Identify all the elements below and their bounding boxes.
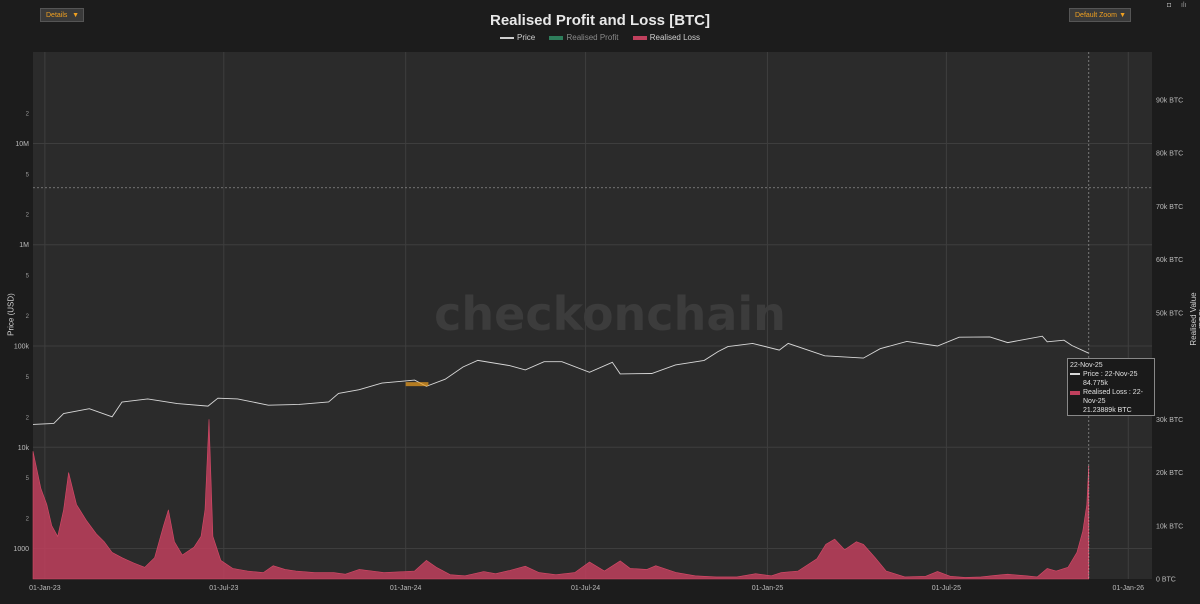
y-left-minor-tick-label: 2	[26, 213, 30, 219]
y-left-tick-label: 10k	[18, 445, 30, 452]
hover-tooltip: 22-Nov-25 Price : 22-Nov-25 84.775k Real…	[1067, 358, 1155, 416]
y-left-tick-label: 10M	[15, 141, 29, 148]
tooltip-loss-row: Realised Loss : 22-Nov-25 21.23889k BTC	[1070, 388, 1152, 415]
chart-marks	[33, 52, 1152, 579]
x-tick-label: 01-Jul-25	[932, 585, 961, 592]
zoom-label: Default Zoom	[1075, 12, 1118, 19]
legend-label-realised-loss: Realised Loss	[649, 33, 700, 42]
y-left-tick-label: 1M	[19, 242, 29, 249]
y-left-minor-tick-label: 2	[26, 314, 30, 320]
legend: Price Realised Profit Realised Loss	[0, 33, 1200, 42]
price-series	[32, 335, 1089, 425]
y-left-minor-tick-label: 5	[26, 274, 30, 280]
tooltip-price-swatch	[1070, 373, 1080, 375]
chevron-down-icon: ▼	[1119, 12, 1126, 19]
left-axis-ticks: 1000 10k 100k 1M 10M 2 5 2 5 2 5 2 5 2	[13, 111, 29, 553]
y-left-minor-tick-label: 2	[26, 415, 30, 421]
tooltip-loss-swatch	[1070, 391, 1080, 395]
chart-title: Realised Profit and Loss [BTC]	[489, 12, 711, 29]
right-axis-ticks: 0 BTC 10k BTC 20k BTC 30k BTC 50k BTC 60k BTC…	[1156, 97, 1183, 583]
y-axis-right-label: Realised Value (BTC)	[1189, 292, 1200, 346]
y-right-tick-label: 10k BTC	[1156, 523, 1183, 530]
tooltip-loss-text: Realised Loss : 22-Nov-25 21.23889k BTC	[1083, 388, 1152, 415]
price-line	[32, 335, 1089, 425]
legend-swatch-realised-loss	[632, 35, 647, 40]
y-right-tick-label: 80k BTC	[1156, 151, 1183, 158]
y-right-tick-label: 20k BTC	[1156, 470, 1183, 477]
x-tick-label: 01-Jul-24	[571, 585, 600, 592]
legend-label-price: Price	[517, 33, 536, 42]
x-tick-label: 01-Jan-26	[1113, 585, 1145, 592]
legend-label-realised-profit: Realised Profit	[566, 33, 619, 42]
realised-loss-area	[32, 419, 1089, 580]
tooltip-price-row: Price : 22-Nov-25 84.775k	[1070, 370, 1152, 388]
legend-swatch-price	[500, 36, 514, 39]
y-right-tick-label: 50k BTC	[1156, 310, 1183, 317]
tooltip-loss-line: Realised Loss : 22-Nov-25	[1083, 389, 1143, 405]
tooltip-price-line: Price : 22-Nov-25	[1083, 371, 1138, 378]
details-label: Details	[46, 12, 68, 19]
plot-area	[33, 52, 1152, 579]
x-tick-label: 01-Jan-23	[29, 585, 61, 592]
y-left-tick-label: 100k	[14, 343, 30, 350]
details-dropdown[interactable]: Details ▼	[40, 8, 84, 22]
grid-lines	[33, 52, 1152, 579]
tooltip-date: 22-Nov-25	[1070, 362, 1103, 369]
y-right-tick-label: 70k BTC	[1156, 204, 1183, 211]
chevron-down-icon: ▼	[72, 12, 79, 19]
realised-loss-series	[32, 419, 1089, 580]
bars-icon[interactable]: ılı	[1181, 2, 1187, 9]
tooltip-loss-value: 21.23889k BTC	[1083, 407, 1132, 414]
y-right-tick-label: 90k BTC	[1156, 97, 1183, 104]
x-tick-label: 01-Jul-23	[209, 585, 238, 592]
x-tick-label: 01-Jan-25	[752, 585, 784, 592]
legend-swatch-realised-profit	[549, 35, 564, 40]
watermark: checkonchain	[434, 287, 786, 341]
y-left-minor-tick-label: 2	[26, 517, 30, 523]
y-left-minor-tick-label: 5	[26, 476, 30, 482]
y-left-minor-tick-label: 5	[26, 375, 30, 381]
y-right-tick-label: 30k BTC	[1156, 417, 1183, 424]
y-right-tick-label: 0 BTC	[1156, 577, 1176, 584]
legend-item-price[interactable]: Price	[500, 33, 535, 42]
tooltip-price-text: Price : 22-Nov-25 84.775k	[1083, 370, 1137, 388]
x-axis-ticks: 01-Jan-23 01-Jul-23 01-Jan-24 01-Jul-24 01-J…	[29, 585, 1144, 592]
y-axis-left-label: Price (USD)	[6, 293, 16, 336]
y-left-minor-tick-label: 2	[26, 111, 30, 117]
y-right-tick-label: 60k BTC	[1156, 257, 1183, 264]
tooltip-price-value: 84.775k	[1083, 380, 1108, 387]
x-tick-label: 01-Jan-24	[390, 585, 422, 592]
y-left-tick-label: 1000	[13, 546, 29, 553]
zoom-dropdown[interactable]: Default Zoom ▼	[1069, 8, 1131, 22]
y-left-minor-tick-label: 5	[26, 172, 30, 178]
legend-item-realised-loss[interactable]: Realised Loss	[632, 33, 700, 42]
camera-icon[interactable]: ◘	[1167, 2, 1172, 9]
price-highlight-segment	[405, 382, 429, 387]
legend-item-realised-profit[interactable]: Realised Profit	[549, 33, 619, 42]
